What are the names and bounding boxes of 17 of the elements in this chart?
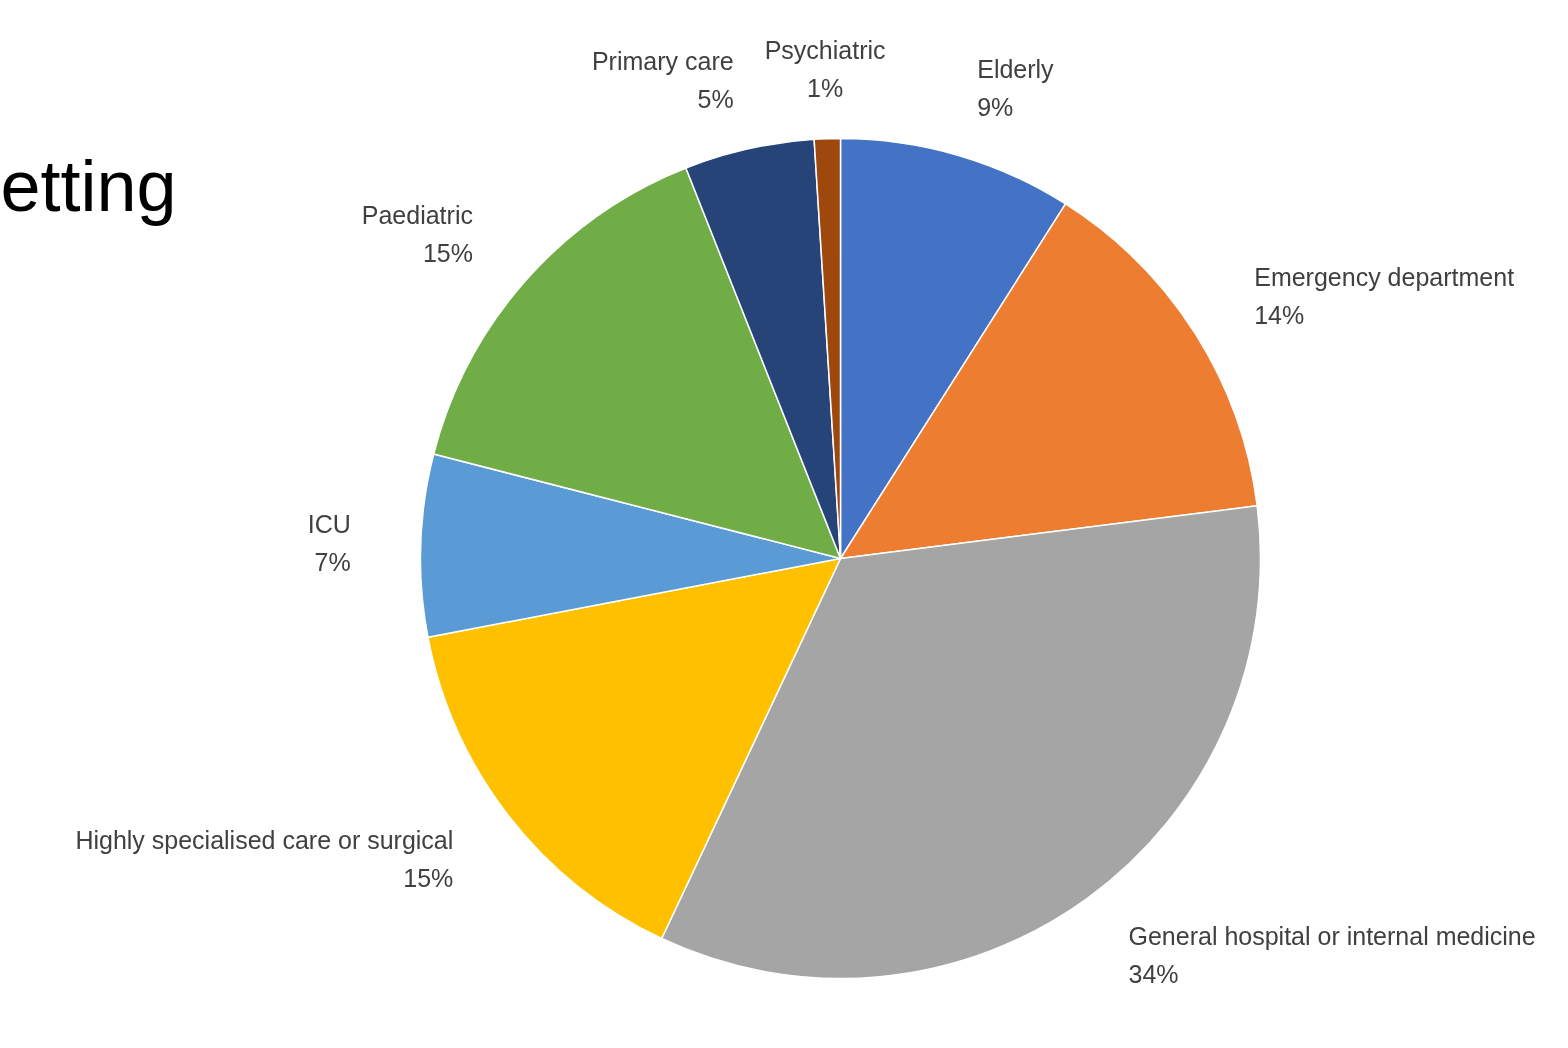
slice-label: Elderly [977,54,1055,83]
slice-label: Highly specialised care or surgical [75,825,454,854]
data-label: 34% [1128,959,1179,988]
slice-label: ICU [307,510,351,539]
data-label: 5% [697,85,734,114]
data-label: 14% [1254,300,1305,329]
slice-label: Primary care [591,47,734,76]
slice-label: Psychiatric [764,35,886,64]
slice-label: Emergency department [1254,262,1515,291]
text: etting [0,145,177,226]
slice-label: Paediatric [361,201,473,230]
data-label: 15% [403,863,454,892]
data-label: 7% [314,548,351,577]
data-label: 15% [422,239,473,268]
slice-label: General hospital or internal medicine [1128,921,1536,950]
data-label: 1% [807,73,844,102]
data-label: 9% [977,92,1014,121]
